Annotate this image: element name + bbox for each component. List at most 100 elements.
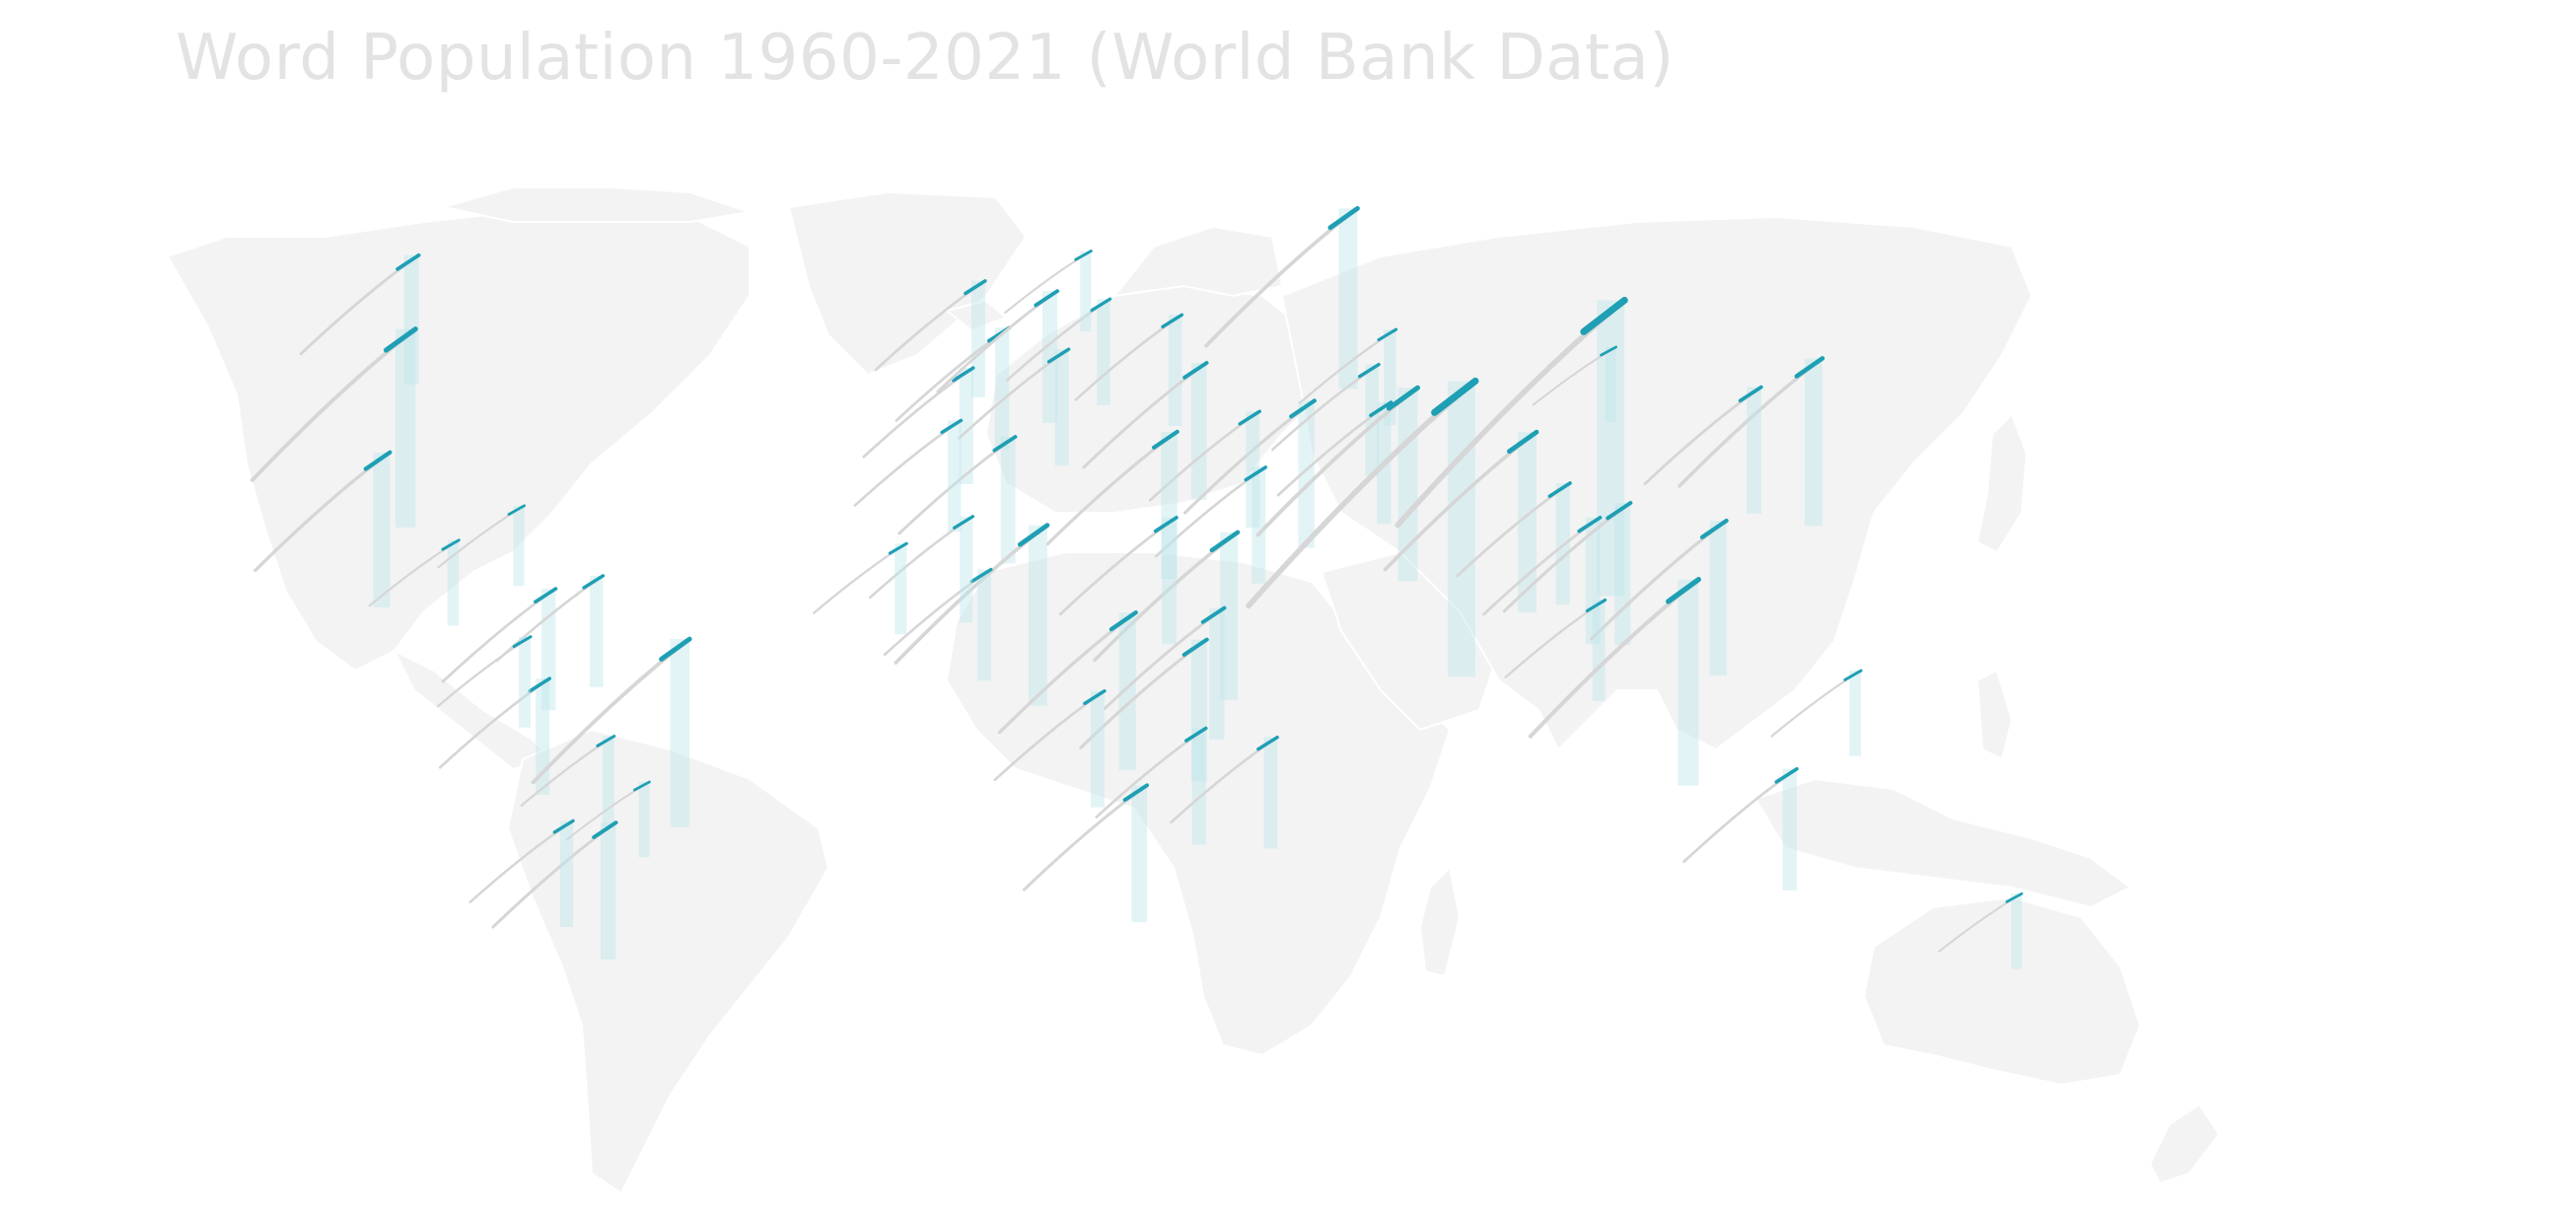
population-glyphs <box>250 205 2024 969</box>
population-recent-segment <box>552 818 575 834</box>
population-recent-segment <box>1161 313 1184 329</box>
population-recent-segment <box>1666 577 1701 604</box>
landmass-new-zealand <box>2148 1102 2221 1185</box>
population-recent-segment <box>1122 783 1149 803</box>
landmass-southeast-asia-islands <box>1753 777 2132 909</box>
population-recent-segment <box>1794 356 1825 379</box>
population-bar <box>970 280 985 397</box>
population-bar <box>638 781 650 858</box>
population-recent-segment <box>1182 361 1209 380</box>
landmass-south-america <box>506 728 830 1195</box>
population-bar <box>1365 364 1379 476</box>
population-recent-segment <box>592 820 618 839</box>
population-recent-segment <box>395 252 421 271</box>
chart-title: Word Population 1960-2021 (World Bank Da… <box>176 22 1675 95</box>
population-bar <box>977 569 991 681</box>
population-bar <box>447 539 460 626</box>
population-recent-segment <box>888 541 908 555</box>
population-recent-segment <box>1431 377 1479 416</box>
population-recent-segment <box>952 366 975 383</box>
population-bar <box>1678 579 1699 786</box>
population-bar <box>947 420 962 533</box>
population-recent-segment <box>1774 766 1799 784</box>
population-recent-segment <box>512 635 533 649</box>
population-recent-segment <box>1506 429 1539 455</box>
population-bar <box>894 543 907 635</box>
population-recent-segment <box>383 326 418 353</box>
population-bar <box>1041 291 1058 423</box>
population-bar <box>994 327 1010 450</box>
population-bar <box>602 736 614 827</box>
population-recent-segment <box>1377 327 1398 342</box>
population-bar <box>1338 208 1358 390</box>
population-bar <box>1131 785 1148 923</box>
population-bar <box>1028 525 1047 706</box>
population-bar <box>1585 517 1601 645</box>
population-bar <box>2011 893 2022 969</box>
population-bar <box>959 368 973 485</box>
population-recent-segment <box>1152 429 1180 450</box>
population-bar <box>403 254 419 385</box>
population-recent-segment <box>1153 516 1179 533</box>
landmass-madagascar <box>1418 865 1462 978</box>
population-recent-segment <box>1109 609 1138 632</box>
population-recent-segment <box>964 279 987 296</box>
landmass-asia <box>1280 215 2034 751</box>
population-bar <box>536 678 550 796</box>
population-bar <box>559 820 574 928</box>
population-bar <box>1298 400 1315 548</box>
population-recent-segment <box>1547 481 1572 498</box>
population-bar <box>670 639 690 827</box>
population-recent-segment <box>2005 891 2024 903</box>
population-recent-segment <box>659 636 692 662</box>
population-recent-segment <box>1209 530 1241 553</box>
landmass-australia <box>1862 895 2142 1087</box>
population-bar <box>1190 362 1207 500</box>
population-bar <box>1168 315 1182 427</box>
population-bar <box>1054 349 1069 466</box>
population-recent-segment <box>596 735 616 747</box>
population-recent-segment <box>1580 297 1628 335</box>
population-bar <box>1080 250 1092 332</box>
population-bar <box>1782 768 1797 890</box>
population-recent-segment <box>952 515 975 530</box>
population-bar <box>373 452 391 607</box>
population-bar <box>960 516 973 623</box>
landmass-africa <box>945 551 1452 1057</box>
population-bar <box>1592 600 1606 701</box>
population-recent-segment <box>528 676 551 693</box>
population-bar <box>1252 466 1266 584</box>
population-recent-segment <box>633 780 651 792</box>
land-masses <box>166 186 2221 1195</box>
population-bar <box>1447 381 1475 677</box>
population-bar <box>1161 431 1178 580</box>
population-bar <box>1709 521 1727 676</box>
landmass-scandinavia <box>1111 225 1284 298</box>
population-recent-segment <box>1577 516 1603 533</box>
population-bar <box>513 505 525 587</box>
population-recent-segment <box>1046 347 1071 364</box>
landmass-greenland <box>787 190 1028 377</box>
population-recent-segment <box>1738 385 1763 403</box>
population-bar <box>1263 737 1278 849</box>
population-bar <box>1190 639 1207 782</box>
landmass-philippines <box>1975 669 2014 761</box>
population-recent-segment <box>992 435 1018 453</box>
population-recent-segment <box>1327 205 1360 231</box>
population-bar <box>1747 387 1761 514</box>
population-trend-line <box>441 587 557 683</box>
population-bar <box>394 328 416 528</box>
population-recent-segment <box>1600 345 1617 357</box>
population-bar <box>1849 671 1862 756</box>
population-recent-segment <box>1017 523 1050 547</box>
population-recent-segment <box>1200 605 1227 624</box>
population-bar <box>519 636 532 728</box>
population-recent-segment <box>1289 398 1317 419</box>
population-recent-segment <box>1238 409 1261 426</box>
population-recent-segment <box>1386 385 1420 411</box>
population-bar <box>1614 503 1631 645</box>
population-bar <box>1804 358 1823 527</box>
population-recent-segment <box>1606 501 1633 521</box>
population-recent-segment <box>534 587 558 604</box>
